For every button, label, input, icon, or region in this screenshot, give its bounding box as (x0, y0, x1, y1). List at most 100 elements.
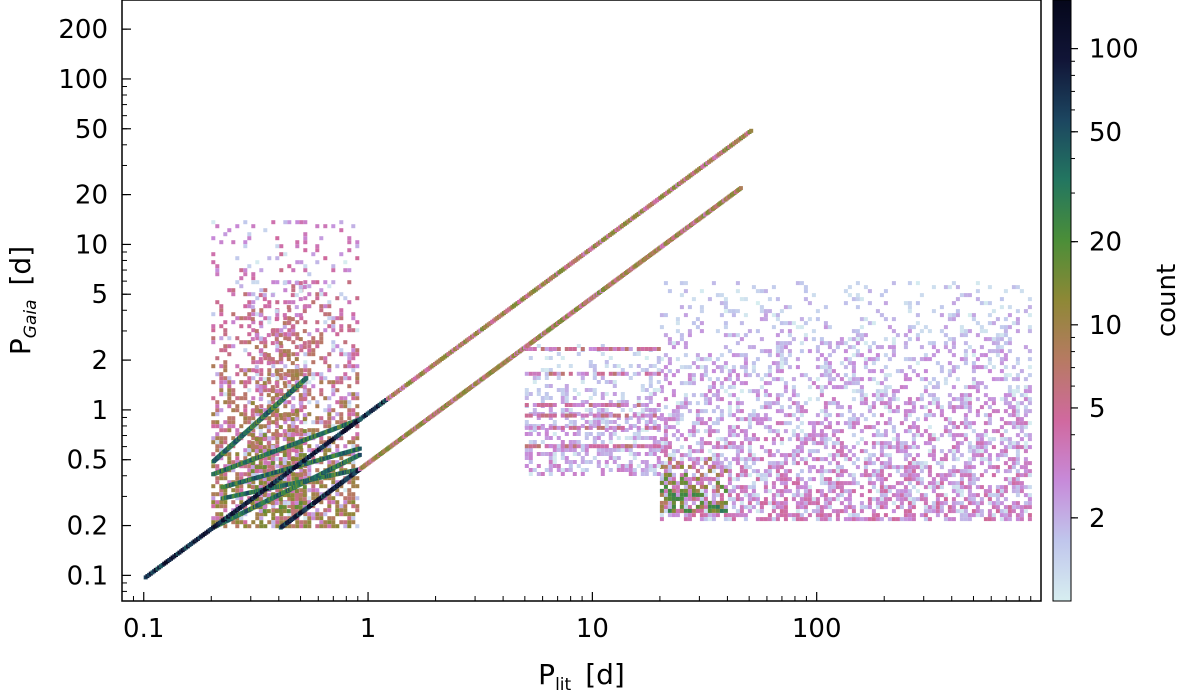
heatmap-cell (656, 456, 661, 460)
heatmap-cell (763, 449, 768, 454)
heatmap-cell (987, 501, 992, 506)
heatmap-cell (955, 501, 960, 506)
heatmap-cell (819, 477, 824, 482)
heatmap-cell (263, 344, 268, 349)
heatmap-cell (867, 409, 872, 414)
heatmap-cell (767, 349, 772, 354)
heatmap-cell (943, 477, 948, 482)
heatmap-cell (548, 464, 553, 468)
heatmap-cell (351, 316, 356, 321)
heatmap-cell (275, 344, 280, 349)
heatmap-cell (887, 485, 892, 490)
heatmap-cell (899, 517, 904, 522)
heatmap-cell (536, 388, 541, 392)
heatmap-cell (612, 460, 617, 464)
heatmap-cell (667, 417, 672, 422)
heatmap-cell (648, 444, 653, 449)
heatmap-cell (871, 377, 876, 382)
heatmap-cell (699, 309, 704, 314)
heatmap-cell (572, 425, 577, 430)
heatmap-cell (679, 457, 684, 462)
heatmap-cell (266, 353, 271, 358)
heatmap-cell (915, 313, 920, 318)
heatmap-cell (290, 317, 295, 322)
heatmap-cell (548, 425, 553, 430)
heatmap-cell (755, 301, 760, 306)
heatmap-cell (739, 501, 744, 506)
heatmap-cell (299, 488, 304, 493)
heatmap-cell (959, 329, 964, 334)
heatmap-cell (351, 460, 356, 465)
heatmap-cell (687, 409, 692, 414)
heatmap-cell (327, 500, 332, 505)
heatmap-cell (755, 497, 760, 502)
heatmap-cell (274, 317, 279, 322)
heatmap-cell (278, 457, 283, 462)
heatmap-cell (327, 508, 332, 513)
heatmap-cell (624, 416, 629, 420)
heatmap-cell (287, 496, 292, 501)
heatmap-cell (679, 508, 684, 513)
heatmap-cell (935, 481, 940, 486)
heatmap-cell (648, 384, 653, 388)
heatmap-cell (263, 340, 268, 345)
heatmap-cell (951, 489, 956, 494)
heatmap-cell (975, 437, 980, 442)
heatmap-cell (799, 477, 804, 482)
heatmap-cell (719, 369, 724, 374)
heatmap-cell (250, 501, 255, 506)
heatmap-cell (931, 449, 936, 454)
heatmap-cell (335, 400, 340, 405)
heatmap-cell (711, 513, 716, 518)
heatmap-cell (695, 353, 700, 358)
heatmap-cell (675, 341, 680, 346)
heatmap-cell (283, 316, 288, 321)
heatmap-cell (632, 413, 637, 418)
heatmap-cell (612, 413, 617, 418)
heatmap-cell (883, 365, 888, 370)
heatmap-cell (544, 452, 549, 456)
heatmap-cell (536, 344, 541, 348)
heatmap-cell (223, 472, 228, 477)
heatmap-cell (675, 460, 680, 465)
heatmap-cell (612, 428, 617, 432)
heatmap-cell (795, 449, 800, 454)
heatmap-cell (747, 505, 752, 510)
heatmap-cell (951, 365, 956, 370)
heatmap-cell (975, 445, 980, 450)
heatmap-cell (715, 377, 720, 382)
heatmap-cell (823, 365, 828, 370)
heatmap-cell (983, 489, 988, 494)
heatmap-cell (323, 448, 328, 453)
heatmap-cell (699, 504, 704, 509)
heatmap-cell (935, 513, 940, 518)
heatmap-cell (999, 377, 1004, 382)
heatmap-cell (951, 509, 956, 514)
heatmap-cell (883, 393, 888, 398)
heatmap-cell (867, 425, 872, 430)
heatmap-cell (1023, 389, 1028, 394)
heatmap-cell (915, 321, 920, 326)
heatmap-cell (699, 477, 704, 482)
heatmap-cell (775, 517, 780, 522)
heatmap-cell (251, 312, 256, 317)
heatmap-cell (1003, 329, 1008, 334)
heatmap-cell (807, 317, 812, 322)
heatmap-cell (791, 389, 796, 394)
heatmap-cell (875, 441, 880, 446)
heatmap-cell (851, 477, 856, 482)
heatmap-cell (699, 465, 704, 470)
heatmap-cell (259, 352, 264, 357)
heatmap-cell (919, 513, 924, 518)
heatmap-cell (223, 492, 228, 497)
heatmap-cell (731, 485, 736, 490)
heatmap-cell (787, 489, 792, 494)
heatmap-cell (739, 465, 744, 470)
heatmap-cell (278, 341, 283, 346)
heatmap-cell (299, 316, 304, 321)
heatmap-cell (1015, 417, 1020, 422)
heatmap-cell (839, 449, 844, 454)
heatmap-cell (278, 425, 283, 430)
heatmap-cell (343, 404, 348, 409)
heatmap-cell (867, 473, 872, 478)
